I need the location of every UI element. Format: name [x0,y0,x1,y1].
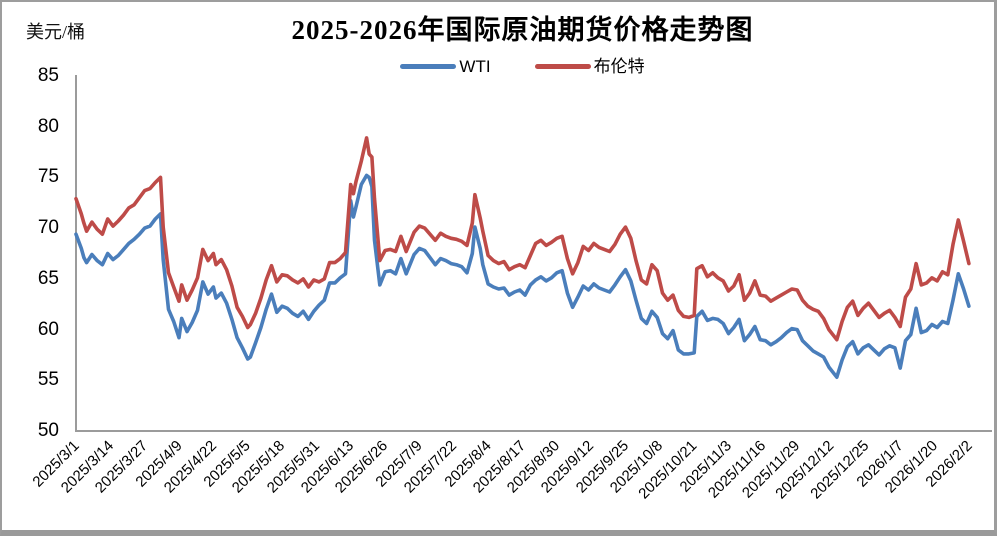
y-tick-label-60: 60 [37,318,59,340]
legend-item-brent: 布伦特 [534,57,645,76]
y-tick-label-50: 50 [37,420,59,441]
brent-legend-label: 布伦特 [593,57,645,76]
y-tick-label-80: 80 [37,115,59,137]
wti-legend-label: WTI [459,57,491,76]
brent-legend-swatch [534,64,591,69]
wti-legend-swatch [400,64,457,69]
y-tick-label-75: 75 [37,166,59,188]
y-tick-label-85: 85 [37,65,59,86]
wti-series-line [74,173,971,380]
y-tick-label-70: 70 [37,217,59,239]
y-axis-unit-label: 美元/桶 [26,22,86,42]
legend: WTI 布伦特 [76,58,969,75]
chart-title: 2025-2026年国际原油期货价格走势图 [291,15,754,45]
y-tick-label-65: 65 [37,267,59,289]
brent-series-line [74,136,971,342]
legend-item-wti: WTI [400,57,491,76]
y-tick-label-55: 55 [37,369,59,391]
